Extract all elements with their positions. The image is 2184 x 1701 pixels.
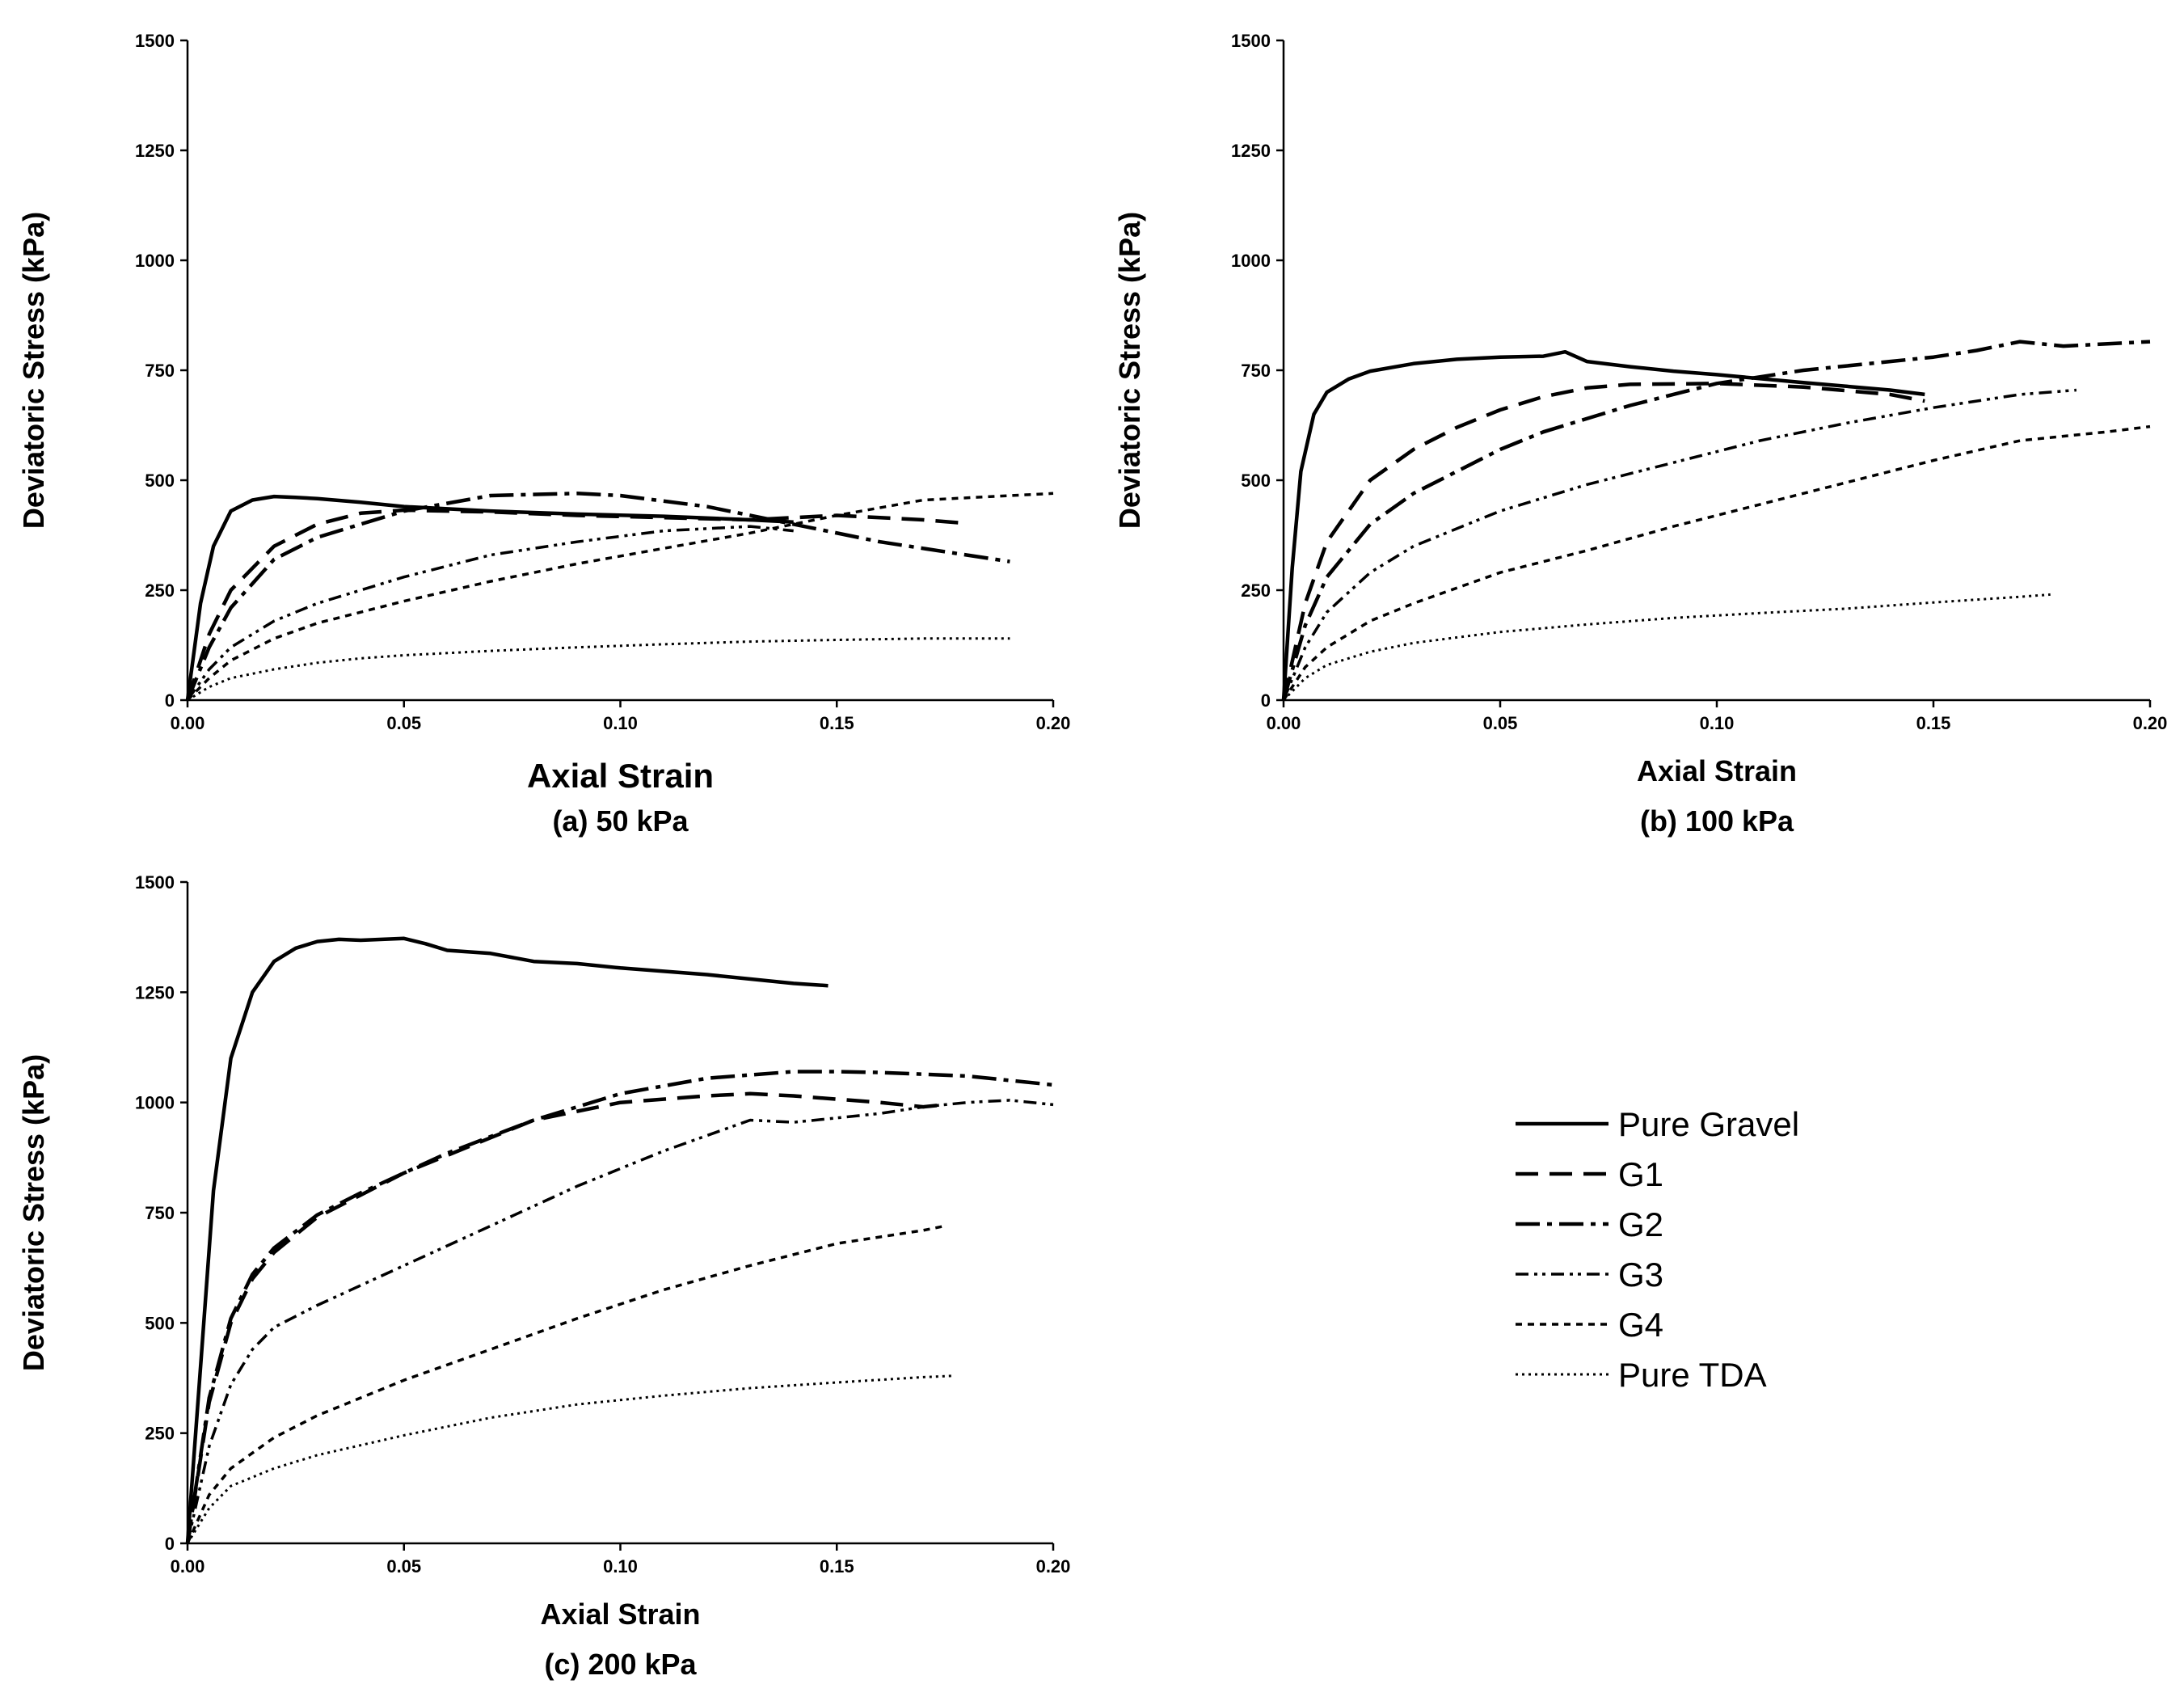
legend-item-g2: G2	[1516, 1205, 1663, 1243]
series-line-pure-gravel	[185, 936, 828, 1544]
series-line-pure-tda	[187, 637, 1010, 702]
panel-caption: (c) 200 kPa	[544, 1648, 697, 1681]
series-line-g1	[1281, 382, 1925, 701]
legend-label: G3	[1618, 1256, 1663, 1294]
legend-item-g4: G4	[1516, 1306, 1663, 1344]
y-tick-label: 750	[145, 361, 175, 381]
panel-caption: (b) 100 kPa	[1640, 804, 1794, 838]
legend-item-pure-gravel: Pure Gravel	[1516, 1105, 1799, 1143]
y-tick-label: 250	[1241, 580, 1271, 601]
x-tick-label: 0.20	[2133, 713, 2168, 733]
legend-item-pure-tda: Pure TDA	[1516, 1356, 1767, 1394]
y-tick-label: 1000	[135, 251, 175, 271]
y-tick-label: 250	[145, 580, 175, 601]
series-line-pure-tda	[186, 1374, 954, 1544]
legend-label: G2	[1618, 1205, 1663, 1243]
series-line-g3	[186, 1099, 1054, 1544]
y-tick-label: 500	[1241, 471, 1271, 491]
x-tick-label: 0.00	[171, 713, 205, 733]
y-tick-label: 0	[165, 690, 175, 711]
x-axis-label: Axial Strain	[540, 1598, 700, 1631]
y-tick-label: 1250	[135, 141, 175, 161]
series-line-g2	[1281, 340, 2151, 701]
y-axis-label: Deviatoric Stress (kPa)	[17, 212, 50, 529]
y-tick-label: 1500	[135, 31, 175, 51]
y-tick-label: 1250	[135, 982, 175, 1002]
series-line-g1	[185, 508, 968, 701]
chart-panel-c-200-kpa: 0 250 500 750 1000 1250 1500 0.00 0.05 0.10 0.15 0.…	[17, 872, 1070, 1681]
legend-label: G1	[1618, 1155, 1663, 1193]
x-tick-label: 0.05	[386, 1556, 421, 1576]
chart-panels: 0 250 500 750 1000 1250 1500 0.00 0.05 0.10 0.15 0.…	[17, 31, 2167, 1681]
y-tick-label: 1000	[1231, 251, 1271, 271]
y-tick-label: 0	[1261, 690, 1271, 711]
series-line-g3	[1282, 388, 2077, 701]
y-tick-label: 1000	[135, 1093, 175, 1113]
legend-label: Pure Gravel	[1618, 1105, 1799, 1143]
chart-panel-a-50-kpa: 0 250 500 750 1000 1250 1500 0.00 0.05 0.10 0.15 0.…	[17, 31, 1070, 838]
y-tick-label: 1500	[135, 872, 175, 893]
y-tick-label: 0	[165, 1534, 175, 1554]
y-tick-label: 750	[145, 1203, 175, 1223]
panel-caption: (a) 50 kPa	[552, 804, 689, 838]
y-tick-label: 500	[145, 1313, 175, 1333]
legend-item-g1: G1	[1516, 1155, 1663, 1193]
x-tick-label: 0.05	[1483, 713, 1518, 733]
y-tick-label: 500	[145, 471, 175, 491]
y-tick-label: 250	[145, 1424, 175, 1444]
x-tick-label: 0.15	[820, 713, 854, 733]
series-line-g2	[185, 492, 1010, 701]
x-tick-label: 0.00	[171, 1556, 205, 1576]
chart-panel-b-100-kpa: 0 250 500 750 1000 1250 1500 0.00 0.05 0.10 0.15 0.…	[1113, 31, 2167, 838]
y-tick-label: 1500	[1231, 31, 1271, 51]
y-tick-label: 750	[1241, 361, 1271, 381]
y-tick-label: 1250	[1231, 141, 1271, 161]
series-line-g3	[186, 525, 794, 702]
series-line-g4	[1282, 424, 2151, 701]
series-line-g1	[185, 1091, 946, 1544]
series-line-g4	[186, 492, 1054, 702]
legend-label: Pure TDA	[1618, 1356, 1767, 1394]
legend-label: G4	[1618, 1306, 1663, 1344]
x-tick-label: 0.10	[1700, 713, 1735, 733]
series-line-pure-gravel	[1281, 349, 1925, 701]
legend-item-g3: G3	[1516, 1256, 1663, 1294]
x-tick-label: 0.05	[386, 713, 421, 733]
series-line-g2	[185, 1070, 1054, 1544]
x-tick-label: 0.10	[603, 713, 638, 733]
x-tick-label: 0.15	[1916, 713, 1951, 733]
y-axis-label: Deviatoric Stress (kPa)	[1113, 212, 1146, 529]
x-tick-label: 0.15	[820, 1556, 854, 1576]
x-axis-label: Axial Strain	[1637, 754, 1797, 787]
legend: Pure Gravel G1 G2 G3 G4 Pure TDA	[1516, 1105, 1799, 1394]
series-line-g4	[186, 1224, 946, 1544]
series-line-pure-tda	[1282, 593, 2051, 702]
x-tick-label: 0.00	[1267, 713, 1301, 733]
y-axis-label: Deviatoric Stress (kPa)	[17, 1054, 50, 1371]
x-tick-label: 0.20	[1036, 1556, 1071, 1576]
x-axis-label: Axial Strain	[527, 757, 714, 795]
x-tick-label: 0.10	[603, 1556, 638, 1576]
x-tick-label: 0.20	[1036, 713, 1071, 733]
